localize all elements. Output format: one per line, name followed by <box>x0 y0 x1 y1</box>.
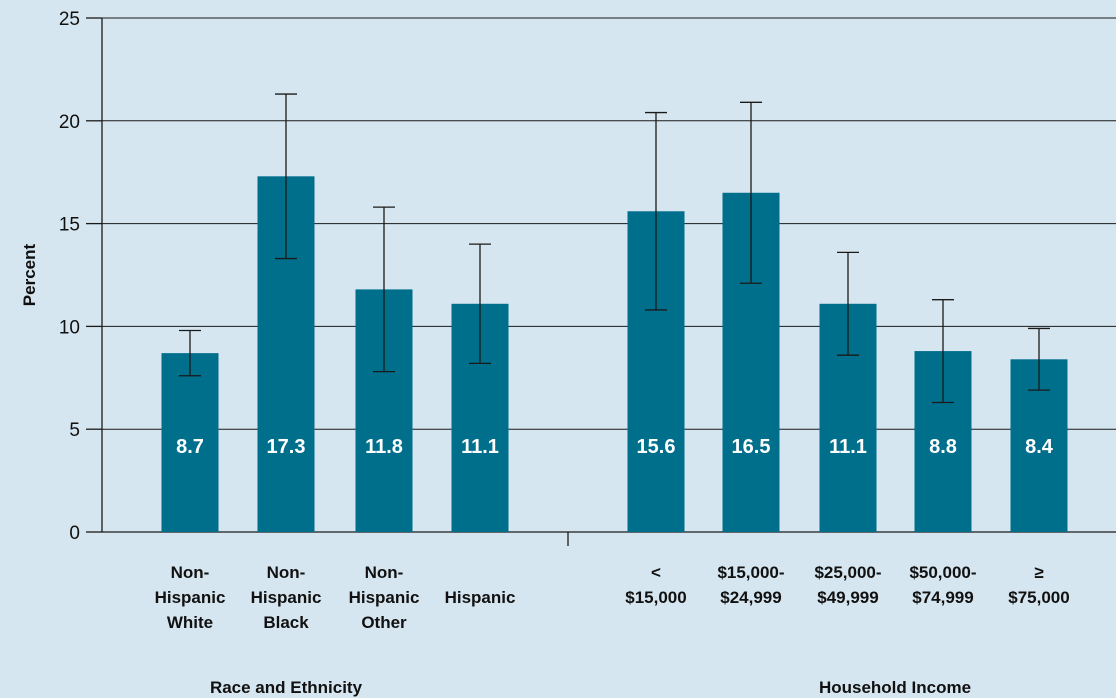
bar-value-label: 15.6 <box>637 436 676 458</box>
category-label: < $15,000 <box>625 563 686 607</box>
y-tick-label: 20 <box>59 112 80 133</box>
category-label: $25,000-$49,999 <box>814 563 881 607</box>
bar-value-label: 16.5 <box>732 436 771 458</box>
bar-value-label: 11.8 <box>365 436 403 458</box>
group-label: Race and Ethnicity <box>210 678 363 697</box>
group-label: Household Income <box>819 678 971 697</box>
bar-value-label: 8.4 <box>1025 436 1054 458</box>
bar-value-label: 11.1 <box>829 436 867 458</box>
y-tick-label: 5 <box>69 420 80 441</box>
bar-value-label: 8.8 <box>929 436 957 458</box>
bar-value-label: 17.3 <box>267 436 306 458</box>
y-tick-label: 0 <box>69 523 80 544</box>
y-tick-label: 10 <box>59 317 80 338</box>
category-label: Hispanic <box>445 588 516 607</box>
bar <box>161 353 219 532</box>
category-label: Non-Hispanic White <box>155 563 226 632</box>
y-tick-label: 15 <box>59 215 80 236</box>
category-label: ≥ $75,000 <box>1008 563 1069 607</box>
y-axis-title: Percent <box>20 243 39 306</box>
category-label: $15,000-$24,999 <box>717 563 784 607</box>
category-label: $50,000-$74,999 <box>909 563 976 607</box>
category-label: Non-Hispanic Other <box>349 563 420 632</box>
bar-value-label: 11.1 <box>461 436 499 458</box>
y-tick-label: 25 <box>59 9 80 30</box>
bar-value-label: 8.7 <box>176 436 204 458</box>
category-label: Non-Hispanic Black <box>251 563 322 632</box>
